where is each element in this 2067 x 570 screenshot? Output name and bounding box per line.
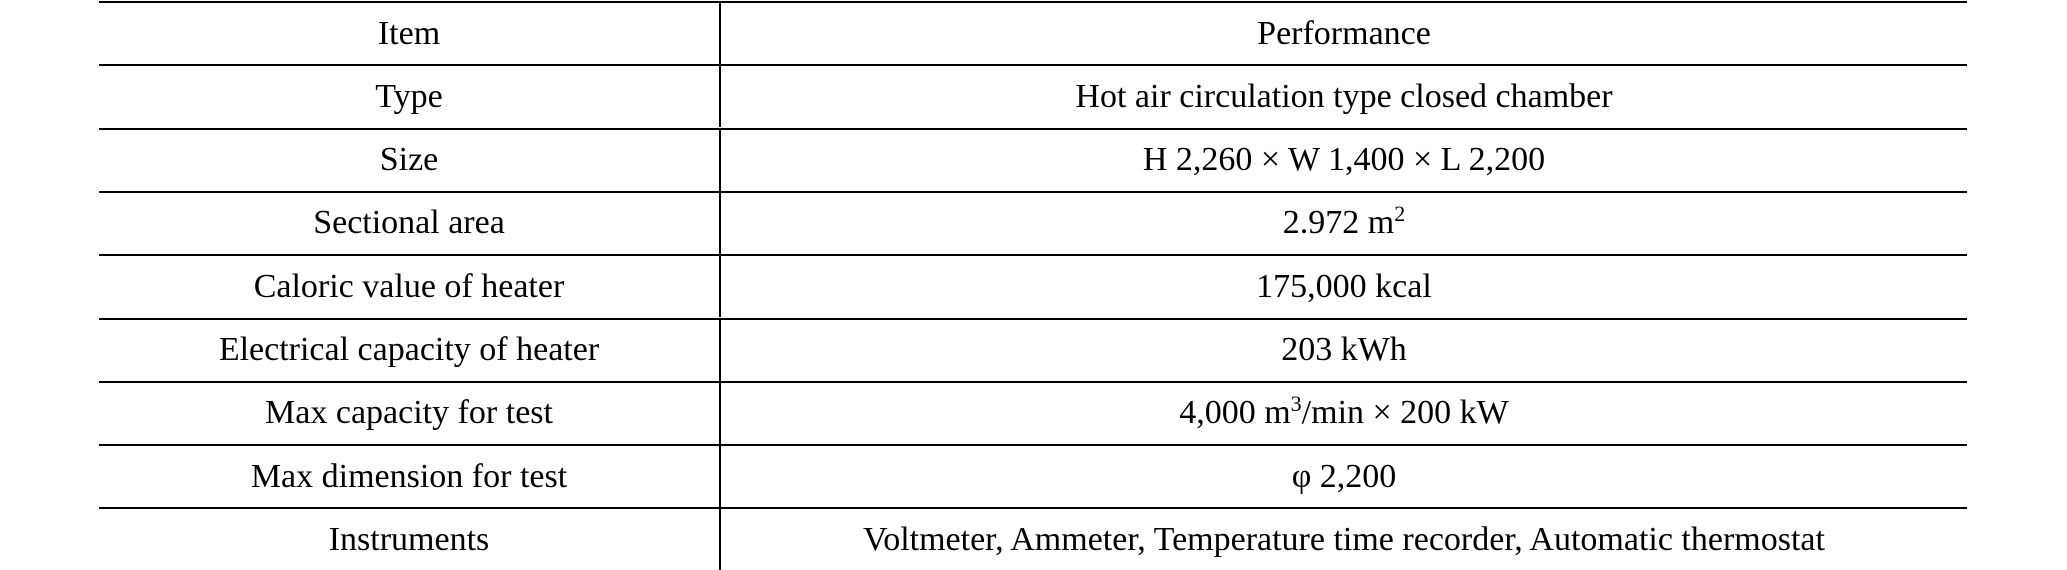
performance-cell: 175,000 kcal (721, 256, 1967, 317)
table-row: Instruments Voltmeter, Ammeter, Temperatu… (99, 507, 1967, 570)
table-row: Size H 2,260 × W 1,400 × L 2,200 (99, 127, 1967, 191)
table-row: Max dimension for test φ 2,200 (99, 444, 1967, 508)
item-cell: Type (99, 66, 721, 128)
performance-text: Hot air circulation type closed chamber (1075, 78, 1612, 116)
text-segment: Voltmeter, Ammeter, Temperature time rec… (863, 520, 1825, 558)
item-cell: Max dimension for test (99, 446, 721, 508)
performance-cell: Voltmeter, Ammeter, Temperature time rec… (721, 509, 1967, 570)
performance-cell: 4,000 m3/min × 200 kW (721, 383, 1967, 444)
header-cell: Performance (1257, 14, 1431, 52)
performance-text: 203 kWh (1281, 331, 1407, 369)
performance-text: φ 2,200 (1292, 458, 1397, 496)
superscript: 2 (1394, 201, 1406, 227)
table-row: Caloric value of heater 175,000 kcal (99, 254, 1967, 318)
table-row: Type Hot air circulation type closed cham… (99, 64, 1967, 128)
table-row: Electrical capacity of heater 203 kWh (99, 317, 1967, 381)
header-row: Item Performance (99, 1, 1967, 64)
text-segment: 175,000 kcal (1256, 267, 1432, 305)
performance-cell: φ 2,200 (721, 446, 1967, 507)
table-row: Max capacity for test 4,000 m3/min × 200 … (99, 380, 1967, 444)
table-row: Sectional area 2.972 m2 (99, 190, 1967, 254)
performance-cell: 203 kWh (721, 320, 1967, 381)
text-segment: 203 kWh (1281, 331, 1407, 368)
performance-text: H 2,260 × W 1,400 × L 2,200 (1143, 141, 1545, 179)
item-cell: Size (99, 129, 721, 191)
performance-cell: 2.972 m2 (721, 193, 1967, 254)
text-segment: 4,000 m (1179, 394, 1291, 432)
performance-cell: Hot air circulation type closed chamber (721, 66, 1967, 127)
item-cell: Max capacity for test (99, 382, 721, 444)
text-segment: 2.972 m (1282, 204, 1395, 242)
performance-text: Voltmeter, Ammeter, Temperature time rec… (863, 521, 1825, 559)
item-cell: Instruments (99, 509, 721, 570)
text-segment: /min × 200 kW (1301, 394, 1509, 432)
text-segment: Hot air circulation type closed chamber (1075, 77, 1613, 115)
text-segment: φ 2,200 (1291, 457, 1397, 495)
superscript: 3 (1290, 391, 1302, 417)
item-cell: Sectional area (99, 192, 721, 254)
text-segment: H 2,260 × W 1,400 × L 2,200 (1142, 141, 1546, 179)
performance-text: 4,000 m3/min × 200 kW (1179, 391, 1509, 432)
performance-text: 175,000 kcal (1256, 268, 1432, 306)
header-cell: Item (99, 3, 721, 64)
item-cell: Electrical capacity of heater (99, 319, 721, 381)
item-cell: Caloric value of heater (99, 256, 721, 318)
performance-text: 2.972 m2 (1282, 201, 1406, 242)
performance-cell: H 2,260 × W 1,400 × L 2,200 (721, 130, 1967, 191)
